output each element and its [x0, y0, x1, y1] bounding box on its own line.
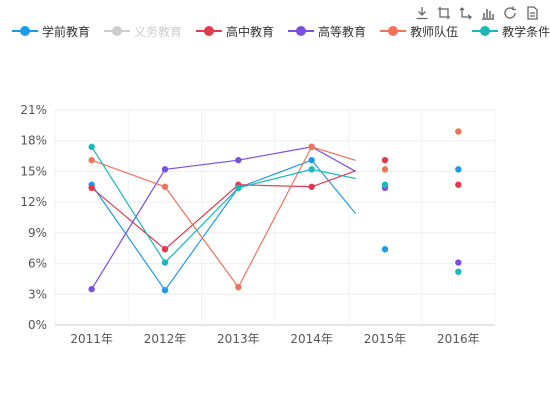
- x-tick-label: 2016年: [437, 332, 480, 346]
- x-tick-label: 2013年: [217, 332, 260, 346]
- data-point[interactable]: [455, 259, 462, 266]
- legend-label: 高中教育: [226, 24, 275, 39]
- legend: 学前教育 义务教育 高中教育 高等教育 教师队伍 教学条件: [12, 22, 550, 40]
- data-point[interactable]: [235, 156, 242, 164]
- data-point[interactable]: [235, 283, 242, 291]
- legend-label: 义务教育: [134, 24, 183, 39]
- x-tick-label: 2012年: [144, 332, 187, 346]
- series-line: [91, 159, 312, 292]
- toolbox: [408, 5, 540, 21]
- y-tick-label: 0%: [28, 318, 47, 332]
- data-point[interactable]: [161, 166, 169, 173]
- legend-swatch-dot: [20, 26, 30, 36]
- data-point[interactable]: [88, 156, 95, 164]
- data-point[interactable]: [161, 183, 169, 190]
- series-line-partial: [311, 146, 356, 172]
- y-tick-label: 3%: [28, 287, 47, 301]
- data-point[interactable]: [455, 166, 462, 173]
- legend-item[interactable]: 教师队伍: [380, 23, 458, 40]
- data-point[interactable]: [381, 156, 389, 164]
- legend-item[interactable]: 高等教育: [288, 23, 366, 40]
- legend-swatch-dot: [112, 26, 123, 36]
- x-tick-label: 2015年: [364, 332, 407, 346]
- data-point[interactable]: [308, 166, 315, 173]
- legend-swatch-dot: [388, 26, 399, 36]
- y-tick-label: 21%: [20, 103, 47, 117]
- x-tick-label: 2014年: [290, 332, 333, 346]
- data-point[interactable]: [455, 268, 462, 275]
- legend-swatch: [472, 24, 499, 38]
- series-line: [91, 184, 312, 251]
- series-line-partial: [311, 159, 357, 214]
- data-point[interactable]: [161, 259, 169, 266]
- data-point[interactable]: [88, 285, 95, 293]
- legend-item[interactable]: 义务教育: [104, 23, 182, 40]
- legend-swatch-dot: [480, 26, 491, 36]
- legend-label: 学前教育: [42, 24, 91, 39]
- zoom-reset-icon[interactable]: [458, 5, 474, 21]
- y-tick-label: 15%: [20, 164, 47, 178]
- data-point[interactable]: [308, 183, 315, 190]
- series-line-partial: [311, 170, 356, 188]
- series-line-partial: [311, 146, 356, 161]
- legend-swatch: [196, 24, 223, 38]
- data-point[interactable]: [381, 246, 389, 253]
- series-line: [91, 146, 312, 264]
- data-point[interactable]: [455, 128, 462, 135]
- data-point[interactable]: [161, 286, 169, 294]
- series-line: [91, 146, 313, 289]
- restore-icon[interactable]: [502, 5, 518, 21]
- data-view-icon[interactable]: [524, 5, 540, 21]
- data-point[interactable]: [88, 184, 95, 192]
- x-tick-label: 2011年: [70, 332, 113, 346]
- series-lines: [91, 146, 357, 292]
- x-axis: 2011年 2012年 2013年 2014年 2015年 2016年: [70, 332, 479, 346]
- y-tick-label: 18%: [20, 134, 47, 148]
- y-tick-label: 12%: [20, 195, 47, 209]
- data-point[interactable]: [308, 143, 315, 151]
- zoom-icon[interactable]: [436, 5, 452, 21]
- series-line: [91, 146, 312, 290]
- data-point[interactable]: [308, 156, 315, 164]
- legend-swatch: [104, 24, 131, 38]
- data-point[interactable]: [381, 181, 389, 188]
- legend-item[interactable]: 教学条件: [472, 23, 550, 40]
- legend-item[interactable]: 高中教育: [196, 23, 274, 40]
- data-point[interactable]: [235, 184, 242, 192]
- series-points: [88, 128, 462, 294]
- legend-swatch-dot: [204, 26, 215, 36]
- legend-swatch: [12, 24, 38, 38]
- data-point[interactable]: [161, 246, 169, 253]
- grid-lines: [54, 109, 496, 326]
- download-icon[interactable]: [414, 5, 430, 21]
- legend-label: 教师队伍: [410, 24, 459, 39]
- y-tick-label: 9%: [28, 226, 47, 240]
- data-point[interactable]: [88, 143, 95, 151]
- y-axis: 0% 3% 6% 9% 12% 15% 18% 21%: [20, 103, 47, 332]
- legend-label: 教学条件: [502, 24, 550, 39]
- bar-chart-icon[interactable]: [480, 5, 496, 21]
- legend-swatch: [380, 24, 407, 38]
- data-point[interactable]: [381, 166, 389, 173]
- data-point[interactable]: [455, 181, 462, 188]
- legend-label: 高等教育: [318, 24, 367, 39]
- legend-item[interactable]: 学前教育: [12, 23, 90, 40]
- legend-swatch: [288, 24, 315, 38]
- legend-swatch-dot: [296, 26, 307, 36]
- y-tick-label: 6%: [28, 257, 47, 271]
- series-line-partial: [311, 168, 356, 180]
